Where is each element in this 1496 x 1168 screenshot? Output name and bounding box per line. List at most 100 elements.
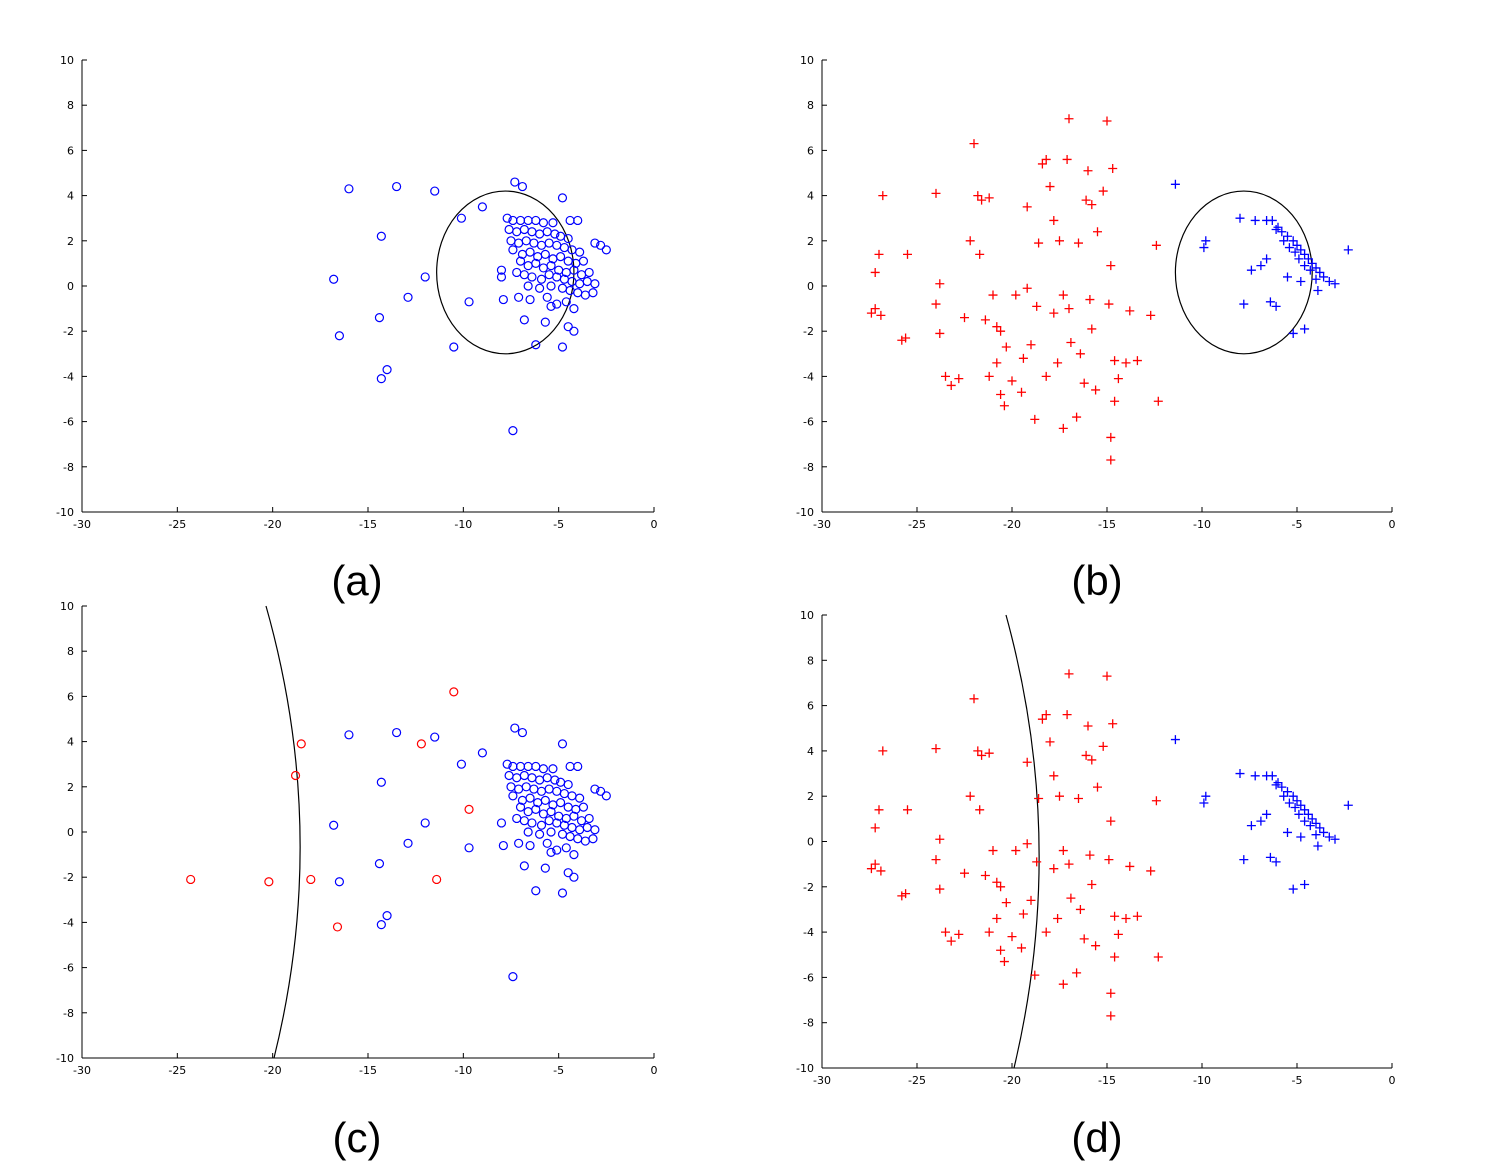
data-point-circle bbox=[506, 782, 516, 792]
data-point-plus bbox=[1239, 855, 1249, 865]
data-point-plus bbox=[1288, 236, 1298, 246]
data-point-circle bbox=[550, 775, 560, 785]
x-tick-label: -10 bbox=[454, 518, 472, 531]
data-point-circle bbox=[523, 761, 533, 772]
y-tick-label: -6 bbox=[63, 962, 74, 975]
data-point-circle bbox=[403, 838, 413, 848]
data-point-circle bbox=[502, 759, 512, 769]
data-point-plus bbox=[870, 859, 880, 869]
y-tick-label: 10 bbox=[800, 609, 814, 622]
data-point-plus bbox=[1125, 861, 1135, 871]
data-point-plus bbox=[878, 191, 888, 201]
data-point-plus bbox=[975, 805, 985, 815]
data-point-plus bbox=[1053, 914, 1063, 924]
data-point-plus bbox=[1303, 809, 1313, 819]
data-point-plus bbox=[1066, 893, 1076, 903]
data-point-circle bbox=[403, 292, 413, 302]
data-point-circle bbox=[590, 279, 600, 289]
y-tick-label: -2 bbox=[63, 871, 74, 884]
data-point-circle bbox=[519, 816, 529, 826]
data-point-circle bbox=[376, 231, 386, 241]
data-point-circle bbox=[477, 748, 487, 758]
x-tick-label: -25 bbox=[908, 518, 926, 531]
data-point-plus bbox=[1296, 800, 1306, 810]
data-point-circle bbox=[517, 727, 528, 738]
data-point-circle bbox=[540, 863, 550, 873]
x-tick-label: -25 bbox=[908, 1074, 926, 1087]
data-point-circle bbox=[523, 261, 533, 271]
x-tick-label: -20 bbox=[1003, 518, 1021, 531]
data-point-plus bbox=[1087, 324, 1097, 334]
data-point-circle bbox=[580, 836, 590, 846]
data-point-plus bbox=[1034, 793, 1044, 803]
data-point-circle bbox=[290, 770, 301, 781]
x-tick-label: -5 bbox=[553, 1064, 564, 1077]
data-point-plus bbox=[1104, 299, 1114, 309]
data-point-circle bbox=[334, 877, 344, 887]
data-point-circle bbox=[536, 274, 547, 284]
data-point-plus bbox=[870, 267, 880, 277]
data-point-plus bbox=[1300, 324, 1310, 334]
data-point-plus bbox=[1121, 358, 1131, 368]
x-tick-label: -10 bbox=[454, 1064, 472, 1077]
data-point-circle bbox=[534, 775, 545, 785]
data-point-circle bbox=[515, 761, 526, 772]
panel-label: (c) bbox=[333, 1114, 382, 1161]
data-point-circle bbox=[456, 213, 467, 223]
data-point-plus bbox=[946, 936, 956, 946]
x-tick-label: -20 bbox=[264, 1064, 282, 1077]
data-point-plus bbox=[1091, 941, 1101, 951]
data-point-plus bbox=[1007, 376, 1017, 386]
data-point-circle bbox=[264, 877, 274, 887]
data-point-plus bbox=[935, 884, 945, 894]
data-point-plus bbox=[941, 371, 950, 381]
data-point-circle bbox=[392, 181, 402, 192]
data-point-circle bbox=[525, 793, 535, 803]
data-point-plus bbox=[931, 855, 941, 865]
data-point-circle bbox=[382, 365, 392, 375]
data-point-plus bbox=[1106, 261, 1116, 271]
data-point-circle bbox=[569, 304, 579, 314]
data-point-circle bbox=[514, 238, 524, 248]
data-point-circle bbox=[536, 820, 547, 830]
data-point-circle bbox=[449, 687, 459, 697]
panel-label: (a) bbox=[331, 557, 382, 604]
data-point-plus bbox=[1022, 202, 1032, 212]
data-point-plus bbox=[1151, 240, 1161, 250]
data-point-plus bbox=[1151, 796, 1161, 806]
data-point-circle bbox=[601, 791, 611, 801]
data-point-circle bbox=[496, 818, 507, 828]
data-point-circle bbox=[329, 820, 339, 830]
data-point-circle bbox=[552, 299, 562, 309]
data-point-circle bbox=[506, 236, 516, 246]
data-point-circle bbox=[569, 265, 579, 275]
y-tick-label: -10 bbox=[796, 1062, 814, 1075]
data-point-plus bbox=[1246, 821, 1256, 831]
data-point-plus bbox=[1079, 934, 1089, 944]
data-point-plus bbox=[1055, 236, 1064, 246]
data-point-plus bbox=[878, 746, 888, 756]
data-point-circle bbox=[580, 290, 590, 300]
data-point-circle bbox=[512, 267, 522, 278]
data-point-plus bbox=[1085, 295, 1095, 305]
data-point-plus bbox=[1284, 243, 1294, 253]
data-point-plus bbox=[1079, 378, 1089, 388]
data-point-circle bbox=[573, 834, 583, 844]
data-point-plus bbox=[1290, 247, 1300, 257]
data-point-circle bbox=[575, 279, 585, 289]
data-point-plus bbox=[992, 877, 1002, 887]
data-point-circle bbox=[555, 798, 566, 808]
data-point-circle bbox=[374, 313, 385, 323]
data-point-circle bbox=[521, 236, 531, 246]
data-point-plus bbox=[1030, 970, 1040, 980]
data-point-circle bbox=[544, 816, 554, 826]
data-point-plus bbox=[1087, 200, 1097, 210]
data-point-circle bbox=[563, 233, 573, 244]
data-point-plus bbox=[1085, 850, 1095, 860]
data-point-circle bbox=[559, 788, 569, 799]
data-point-circle bbox=[563, 802, 573, 812]
x-tick-label: -30 bbox=[813, 518, 831, 531]
data-point-plus bbox=[1300, 805, 1310, 815]
data-point-circle bbox=[344, 184, 354, 194]
data-point-circle bbox=[514, 784, 524, 794]
